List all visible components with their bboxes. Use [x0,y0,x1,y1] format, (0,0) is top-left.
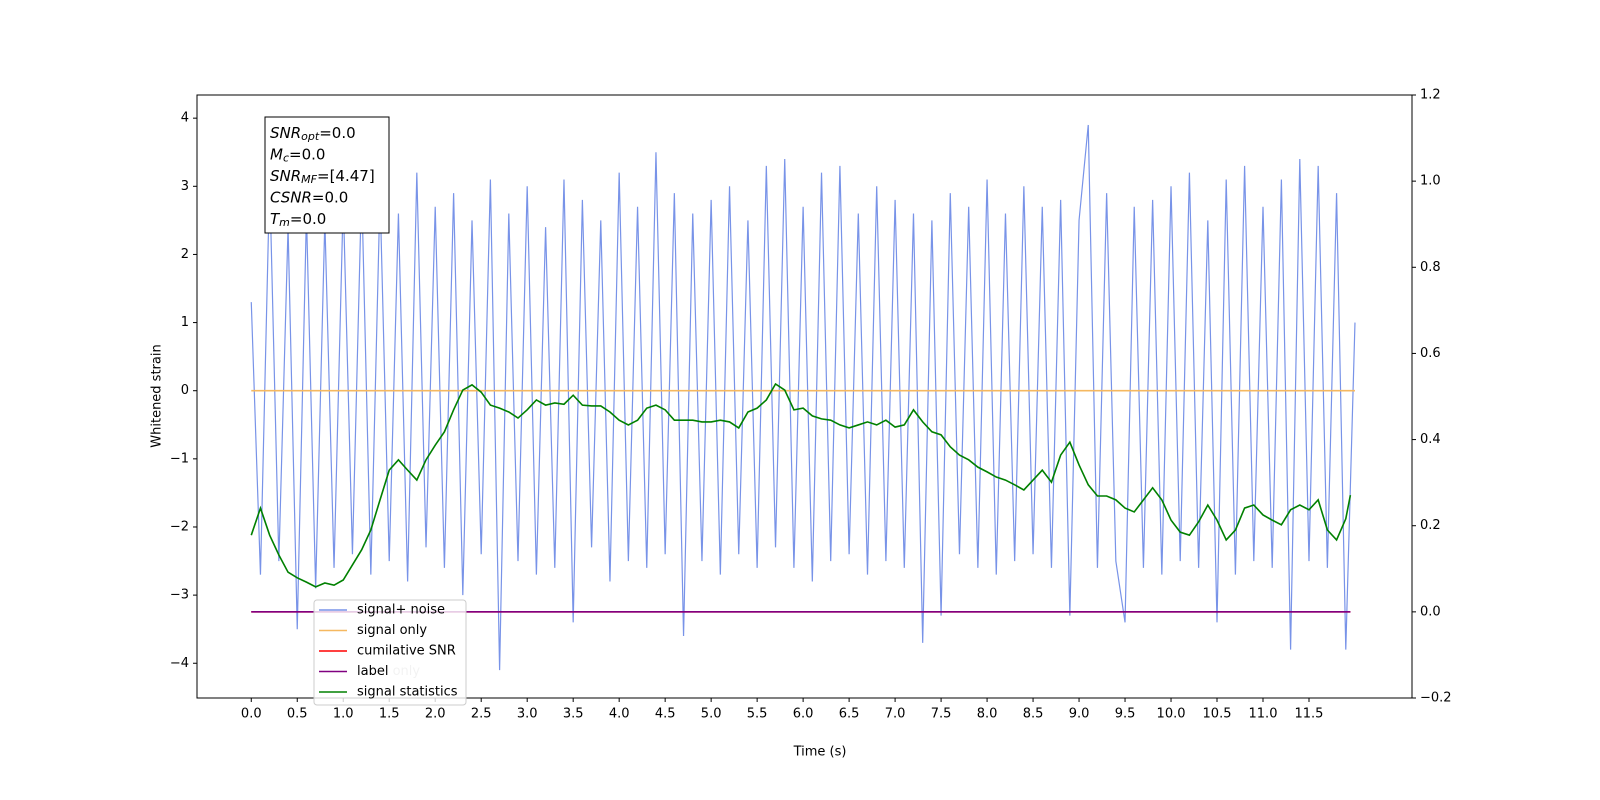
y2-tick-label: 0.6 [1420,346,1441,361]
x-tick-label: 11.0 [1249,707,1278,722]
y2-tick-label: 1.0 [1420,174,1441,189]
annotation-box [264,116,390,234]
annotation-sub: opt [301,130,320,143]
x-tick-label: 6.5 [839,707,860,722]
y-tick-label: −3 [170,588,189,603]
y2-tick-label: 0.2 [1420,518,1441,533]
x-tick-label: 1.0 [333,707,354,722]
annotation-sub: c [283,152,289,165]
annotation-line: Tm=0.0 [270,210,326,230]
x-tick-label: 1.5 [379,707,400,722]
plot-frame [196,94,1413,699]
legend-label: label [357,664,388,679]
y2-tick-label: 0.8 [1420,260,1441,275]
x-tick-label: 4.0 [609,707,630,722]
series-line [250,382,1352,588]
legend-label: cumilative SNR [357,644,456,659]
x-tick-label: 3.5 [563,707,584,722]
annotation-base: SNR [270,167,301,185]
y-tick-label: −4 [170,656,189,671]
annotation-base: CSNR [270,188,312,206]
x-tick-label: 6.0 [793,707,814,722]
annotation-sub: MF [301,173,317,186]
x-tick-label: 9.0 [1069,707,1090,722]
annotation-line: CSNR=0.0 [270,188,348,206]
x-tick-label: 7.0 [885,707,906,722]
legend-label: signal+ noise [357,603,445,618]
legend-box [313,599,467,706]
y-tick-label: −2 [170,519,189,534]
y2-tick-label: 1.2 [1420,88,1441,103]
x-tick-label: 3.0 [517,707,538,722]
x-tick-label: 8.5 [1023,707,1044,722]
x-tick-label: 8.0 [977,707,998,722]
x-tick-label: 7.5 [931,707,952,722]
x-tick-label: 2.0 [425,707,446,722]
annotation-line: SNRMF=[4.47] [270,167,375,187]
y2-tick-label: −0.2 [1420,691,1452,706]
x-tick-label: 5.5 [747,707,768,722]
annotation-line: Mc=0.0 [270,145,325,165]
x-tick-label: 10.0 [1157,707,1186,722]
x-tick-label: 5.0 [701,707,722,722]
y-tick-label: 4 [181,111,189,126]
annotation-base: T [270,210,281,228]
x-tick-label: 10.5 [1203,707,1232,722]
y-tick-label: 3 [181,179,189,194]
x-tick-label: 11.5 [1295,707,1324,722]
x-tick-label: 0.0 [241,707,262,722]
annotation-text: =0.0 [289,145,325,163]
y2-tick-label: 0.4 [1420,432,1441,447]
annotation-text: =[4.47] [317,167,375,185]
annotation-text: =0.0 [290,210,326,228]
annotation-text: =0.0 [319,124,355,142]
x-tick-label: 9.5 [1115,707,1136,722]
y2-tick-label: 0.0 [1420,604,1441,619]
x-tick-label: 0.5 [287,707,308,722]
series-line [250,124,1356,671]
x-tick-label: 4.5 [655,707,676,722]
annotation-base: SNR [270,124,301,142]
y-axis-label: Whitened strain [150,344,165,447]
y-tick-label: 2 [181,247,189,262]
annotation-sub: m [279,216,290,229]
x-axis-label: Time (s) [793,745,847,760]
y-tick-label: 0 [181,383,189,398]
annotation-text: =0.0 [312,188,348,206]
y-tick-label: −1 [170,451,189,466]
legend-label: signal statistics [357,685,458,700]
x-tick-label: 2.5 [471,707,492,722]
legend-label: signal only [357,623,427,638]
annotation-line: SNRopt=0.0 [270,124,356,144]
annotation-base: M [270,145,283,163]
y-tick-label: 1 [181,315,189,330]
